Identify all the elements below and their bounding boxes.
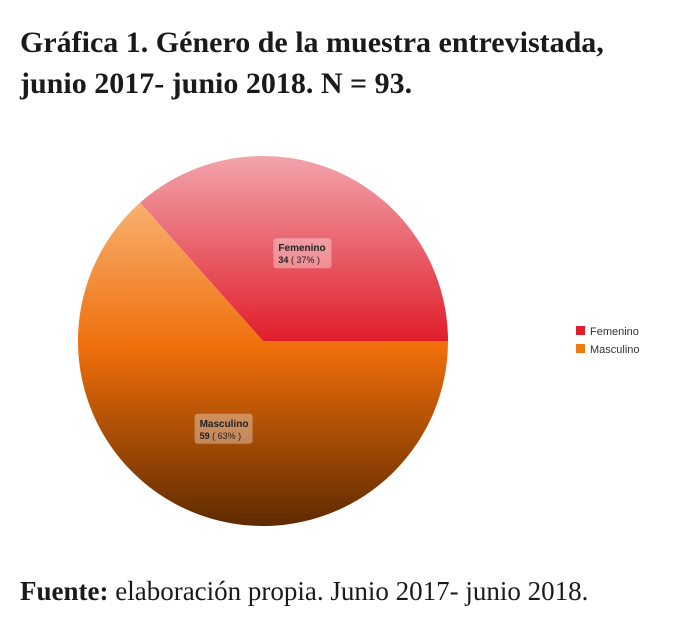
legend-item-femenino: Femenino — [576, 326, 639, 338]
chart-title: Gráfica 1. Género de la muestra entrevis… — [20, 22, 670, 104]
pie-slice-femenino — [140, 155, 448, 341]
data-label-value: 59 ( 63% ) — [200, 431, 242, 441]
data-label-box — [273, 238, 332, 269]
source-label: Fuente: — [20, 576, 109, 606]
legend-swatch — [576, 344, 585, 353]
data-label-box — [194, 413, 253, 444]
chart-title-number: Gráfica 1. — [20, 26, 149, 59]
legend-swatch — [576, 326, 585, 335]
source-text: elaboración propia. Junio 2017- junio 20… — [115, 576, 589, 606]
legend-item-masculino: Masculino — [576, 344, 640, 356]
data-label-name: Masculino — [200, 419, 249, 430]
chart-source: Fuente: elaboración propia. Junio 2017- … — [20, 574, 588, 608]
chart-title-text: Género de la muestra entrevistada, junio… — [20, 26, 604, 100]
legend-label: Masculino — [590, 344, 640, 356]
data-label-value: 34 ( 37% ) — [278, 255, 320, 265]
legend-label: Femenino — [590, 326, 639, 338]
pie-slice-masculino — [78, 202, 448, 527]
data-label-name: Femenino — [278, 243, 325, 254]
